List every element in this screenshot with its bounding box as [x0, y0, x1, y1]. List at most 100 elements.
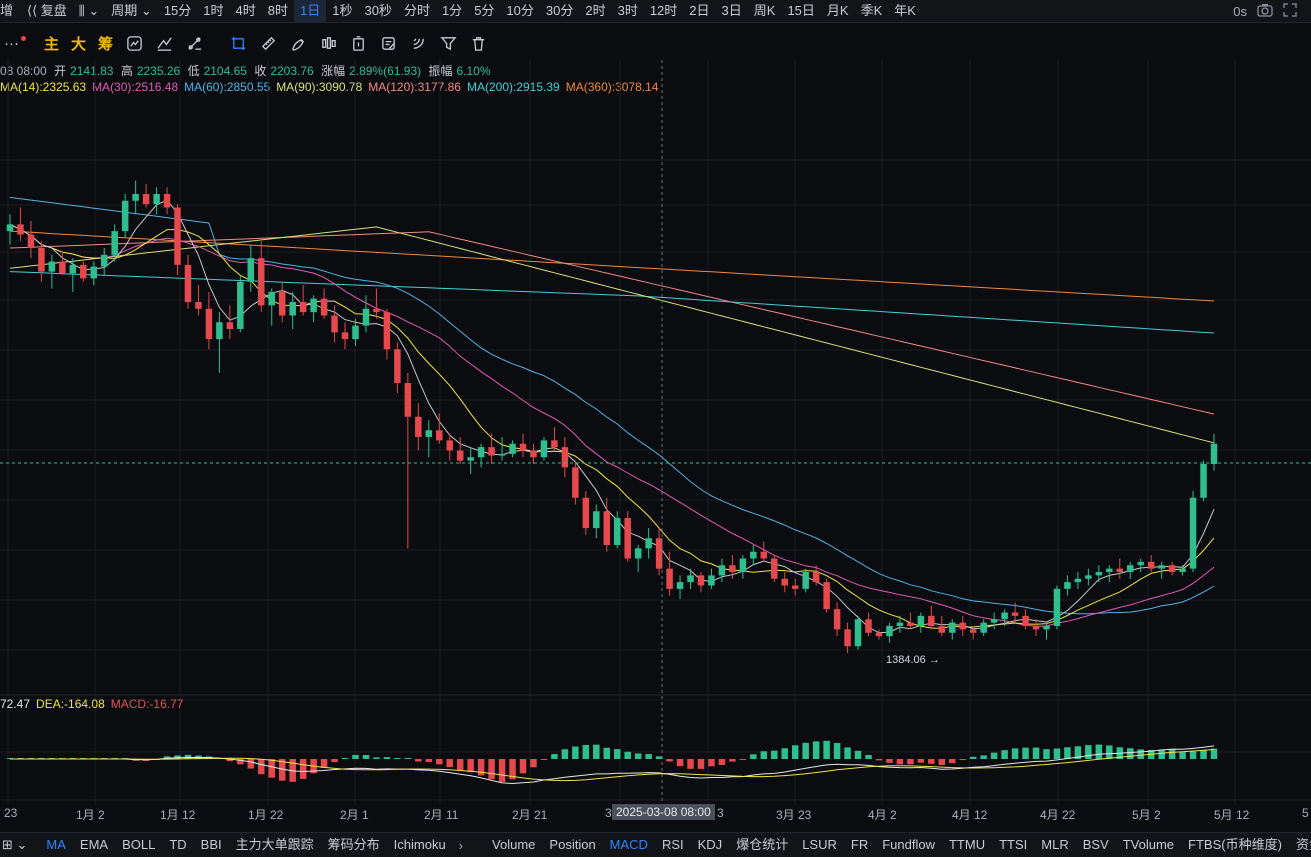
- replay-icon: ⟨⟨: [27, 3, 41, 18]
- camera-icon[interactable]: [1257, 3, 1273, 20]
- candle-body-29: [310, 298, 317, 313]
- x-label-1: 1月 2: [76, 808, 105, 822]
- measure-icon[interactable]: [183, 32, 205, 54]
- indicator-tab-fundflow[interactable]: Fundflow: [882, 837, 935, 852]
- candle-body-64: [676, 582, 684, 589]
- interval-13[interactable]: 3时: [617, 3, 638, 18]
- indicator-tab-macd[interactable]: MACD: [609, 837, 648, 852]
- indicator-tab-ftbs[interactable]: FTBS(币种维度): [1188, 837, 1282, 852]
- candle-body-20: [216, 322, 223, 340]
- macd-bar-80: [844, 747, 851, 759]
- macd-bar-112: [1179, 752, 1186, 759]
- macd-bar-83: [875, 759, 883, 761]
- indicator-tab-5[interactable]: 主力大单跟踪: [235, 837, 314, 852]
- candle-body-107: [1126, 565, 1134, 572]
- candle-body-86: [907, 622, 914, 626]
- indicator-tab-bsv[interactable]: BSV: [1082, 837, 1109, 852]
- interval-7[interactable]: 分时: [403, 3, 430, 18]
- filter-icon[interactable]: [437, 32, 459, 54]
- indicator-tab-15[interactable]: 资金流向: [1295, 837, 1311, 852]
- macd-bar-55: [582, 744, 590, 759]
- price-chart[interactable]: [0, 60, 1311, 832]
- indicator-tab-bbi[interactable]: BBI: [200, 837, 222, 852]
- indicator-tab-ma[interactable]: MA: [46, 837, 66, 852]
- macd-bar-53: [561, 749, 569, 759]
- interval-12[interactable]: 2时: [585, 3, 606, 18]
- candle-body-7: [80, 264, 87, 279]
- draw-icon[interactable]: [287, 32, 309, 54]
- big-order-button[interactable]: 大: [71, 35, 87, 53]
- candle-body-39: [415, 416, 422, 437]
- expand-icon[interactable]: [1283, 2, 1297, 20]
- indicator-icon[interactable]: [153, 32, 175, 54]
- interval-9[interactable]: 5分: [474, 3, 495, 18]
- macd-bar-65: [687, 759, 694, 769]
- indicator-tab-volume[interactable]: Volume: [492, 837, 536, 852]
- indicator-tab-position[interactable]: Position: [549, 837, 596, 852]
- indicator-tab-rsi[interactable]: RSI: [661, 837, 684, 852]
- indicator-tab-td[interactable]: TD: [169, 837, 187, 852]
- box-select-icon[interactable]: [227, 32, 249, 54]
- interval-15[interactable]: 2日: [689, 3, 710, 18]
- chips-button[interactable]: 筹: [98, 35, 114, 53]
- indicator-tab-ichimoku[interactable]: Ichimoku: [393, 837, 446, 852]
- candle-body-19: [205, 308, 213, 340]
- compare-icon[interactable]: [123, 32, 145, 54]
- macd-bar-34: [362, 755, 370, 759]
- indicator-tab-boll[interactable]: BOLL: [122, 837, 156, 852]
- interval-4[interactable]: 1日: [294, 0, 327, 22]
- candle-type-icon[interactable]: [317, 32, 339, 54]
- interval-8[interactable]: 1分: [441, 3, 463, 18]
- interval-19[interactable]: 月K: [826, 3, 849, 18]
- note-icon[interactable]: [377, 32, 399, 54]
- interval-20[interactable]: 季K: [860, 3, 883, 18]
- indicator-tab-lsur[interactable]: LSUR: [802, 837, 837, 852]
- x-label-3: 1月 22: [248, 808, 284, 822]
- bottombar-edge[interactable]: ⊞ ⌄: [2, 837, 28, 852]
- macd-bar-51: [540, 759, 548, 760]
- delete-time-icon[interactable]: [347, 32, 369, 54]
- candle-body-25: [268, 291, 275, 306]
- interval-10[interactable]: 10分: [506, 3, 534, 18]
- indicator-tab-mlr[interactable]: MLR: [1041, 837, 1069, 852]
- interval-1[interactable]: 1时: [203, 3, 224, 18]
- interval-11[interactable]: 30分: [545, 3, 574, 18]
- macd-bar-70: [739, 759, 747, 760]
- indicator-tab-ttmu[interactable]: TTMU: [948, 837, 986, 852]
- candle-body-53: [561, 447, 569, 468]
- macd-bar-40: [425, 759, 433, 763]
- interval-5[interactable]: 1秒: [332, 3, 353, 18]
- indicator-tab-6[interactable]: 筹码分布: [327, 837, 380, 852]
- candle-style-icon: ⫼ ⌄: [78, 3, 100, 18]
- indicator-tab-tvolume[interactable]: TVolume: [1122, 837, 1175, 852]
- ruler-icon[interactable]: [257, 32, 279, 54]
- interval-18[interactable]: 15日: [787, 3, 815, 18]
- magnet-icon[interactable]: [407, 32, 429, 54]
- candle-body-51: [540, 440, 548, 458]
- macd-bar-73: [771, 750, 778, 759]
- main-chart-button[interactable]: 主: [44, 35, 60, 53]
- interval-3[interactable]: 8时: [267, 3, 288, 18]
- candle-body-40: [425, 430, 433, 437]
- interval-17[interactable]: 周K: [753, 3, 776, 18]
- indicator-tab-ema[interactable]: EMA: [79, 837, 109, 852]
- candle-body-101: [1064, 582, 1071, 589]
- more-menu-icon[interactable]: ···: [4, 34, 19, 52]
- indicator-tab-5[interactable]: 爆仓统计: [736, 837, 789, 852]
- interval-16[interactable]: 3日: [721, 3, 742, 18]
- interval-6[interactable]: 30秒: [364, 3, 392, 18]
- indicator-tab-fr[interactable]: FR: [850, 837, 869, 852]
- chart-style-button[interactable]: ⫼ ⌄: [73, 0, 106, 22]
- interval-21[interactable]: 年K: [894, 3, 916, 18]
- chevron-right-icon[interactable]: ›: [458, 837, 464, 853]
- trash-icon[interactable]: [467, 32, 489, 54]
- indicator-tab-kdj[interactable]: KDJ: [697, 837, 723, 852]
- interval-14[interactable]: 12时: [649, 3, 678, 18]
- indicator-tab-ttsi[interactable]: TTSI: [999, 837, 1028, 852]
- interval-0[interactable]: 15分: [163, 3, 192, 18]
- candle-body-62: [655, 538, 663, 569]
- candle-body-108: [1137, 561, 1144, 566]
- interval-2[interactable]: 4时: [235, 3, 256, 18]
- replay-button[interactable]: ⟨⟨ 复盘: [27, 3, 67, 18]
- period-dropdown[interactable]: 周期 ⌄: [111, 3, 152, 18]
